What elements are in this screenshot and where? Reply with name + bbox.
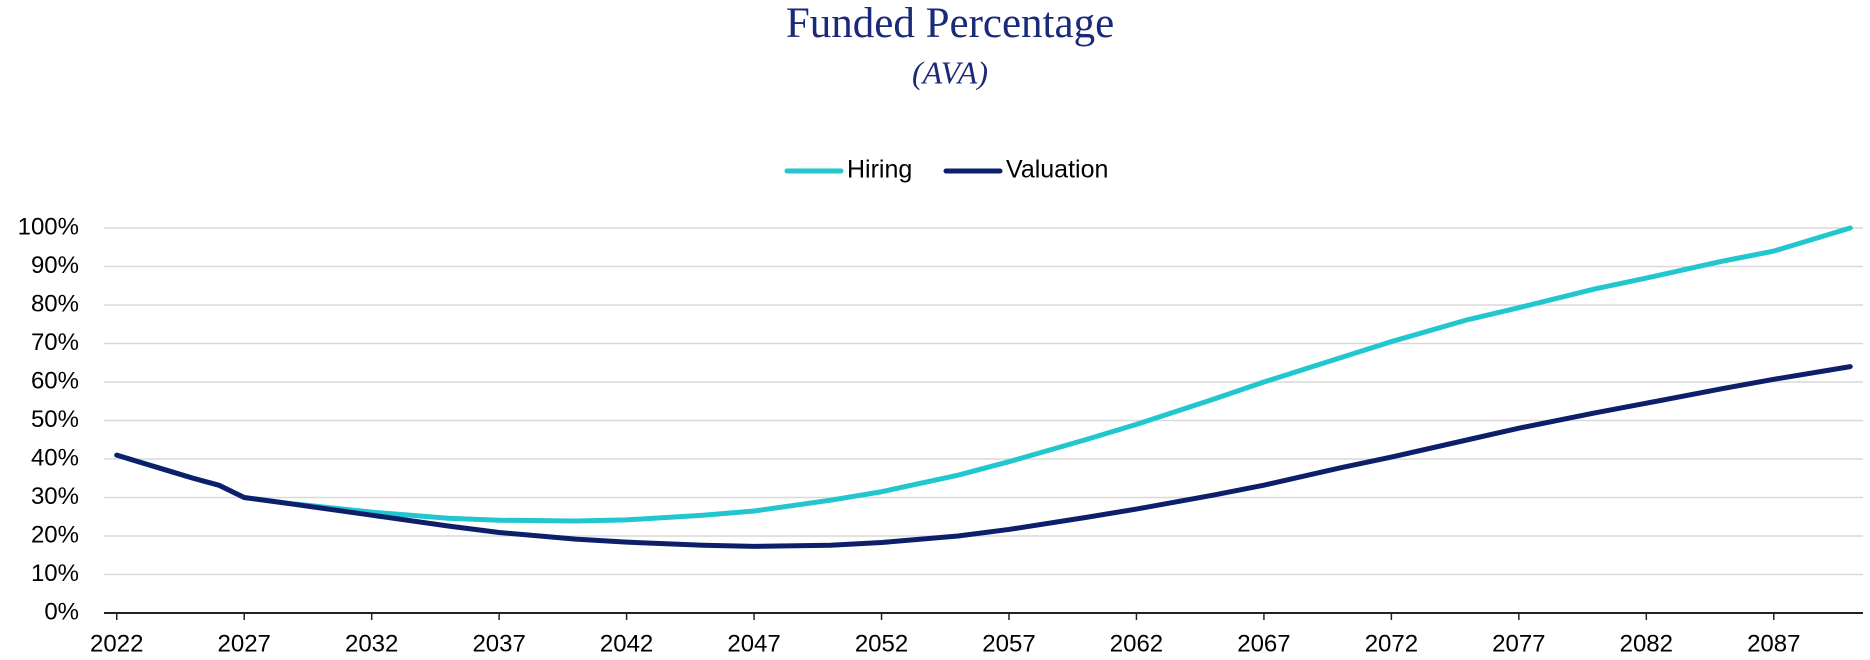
- x-tick-label: 2042: [600, 630, 653, 657]
- y-tick-label: 80%: [31, 290, 79, 317]
- x-tick-label: 2027: [218, 630, 271, 657]
- x-tick-label: 2077: [1492, 630, 1545, 657]
- x-tick-label: 2032: [345, 630, 398, 657]
- legend-label: Hiring: [847, 156, 912, 184]
- y-tick-label: 30%: [31, 483, 79, 510]
- x-tick-label: 2067: [1237, 630, 1290, 657]
- x-tick-label: 2057: [982, 630, 1035, 657]
- x-tick-label: 2072: [1365, 630, 1418, 657]
- y-tick-label: 50%: [31, 406, 79, 433]
- x-tick-label: 2062: [1110, 630, 1163, 657]
- y-tick-label: 100%: [18, 213, 79, 240]
- x-tick-label: 2052: [855, 630, 908, 657]
- y-tick-label: 40%: [31, 444, 79, 471]
- y-tick-label: 0%: [44, 598, 79, 625]
- x-tick-label: 2022: [90, 630, 143, 657]
- chart-subtitle: (AVA): [912, 54, 988, 90]
- series-line: [114, 364, 1853, 549]
- y-tick-label: 60%: [31, 367, 79, 394]
- y-tick-label: 10%: [31, 560, 79, 587]
- series-line: [114, 225, 1853, 524]
- y-tick-label: 90%: [31, 252, 79, 279]
- x-tick-label: 2037: [472, 630, 525, 657]
- legend-label: Valuation: [1006, 156, 1108, 184]
- chart-title: Funded Percentage: [786, 0, 1114, 47]
- x-tick-label: 2047: [727, 630, 780, 657]
- x-tick-label: 2082: [1620, 630, 1673, 657]
- y-tick-label: 70%: [31, 329, 79, 356]
- x-tick-label: 2087: [1747, 630, 1800, 657]
- y-tick-label: 20%: [31, 521, 79, 548]
